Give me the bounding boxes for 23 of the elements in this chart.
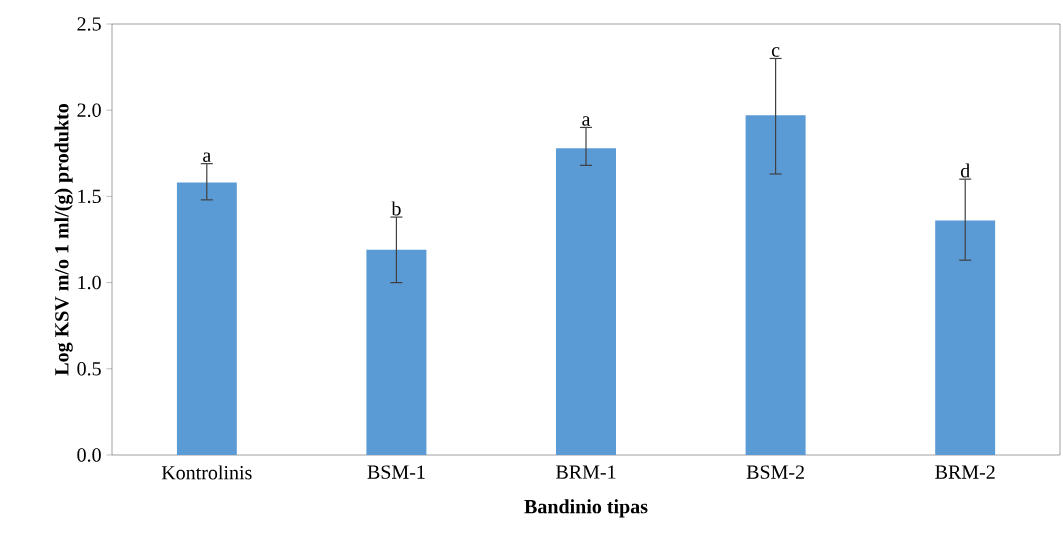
x-tick-label: BRM-1 [556, 465, 616, 479]
y-axis-title: Log KSV m/o 1 ml/(g) produkto [54, 104, 73, 376]
y-tick-label: 2.0 [77, 103, 101, 117]
y-tick-label: 1.0 [78, 275, 101, 290]
annotation: a [582, 116, 591, 126]
y-tick-label: 0.0 [77, 448, 101, 462]
annotation: d [960, 163, 970, 178]
x-tick-label: Kontrolinis [161, 465, 252, 480]
bar [366, 249, 427, 455]
x-tick-label: BRM-2 [935, 465, 995, 479]
bar [176, 182, 237, 455]
y-tick-label: 0.5 [77, 362, 101, 376]
bar [935, 220, 996, 455]
bar [745, 115, 806, 455]
x-tick-label: BSM-2 [746, 465, 804, 479]
x-axis-title: Bandinio tipas [524, 499, 648, 518]
annotation: a [203, 152, 211, 163]
annotation: b [391, 201, 401, 216]
annotation: c [771, 47, 780, 57]
x-tick-label: BSM-1 [367, 465, 425, 479]
y-tick-label: 1.5 [78, 189, 101, 204]
y-tick-label: 2.5 [77, 17, 101, 31]
bar [556, 148, 616, 455]
